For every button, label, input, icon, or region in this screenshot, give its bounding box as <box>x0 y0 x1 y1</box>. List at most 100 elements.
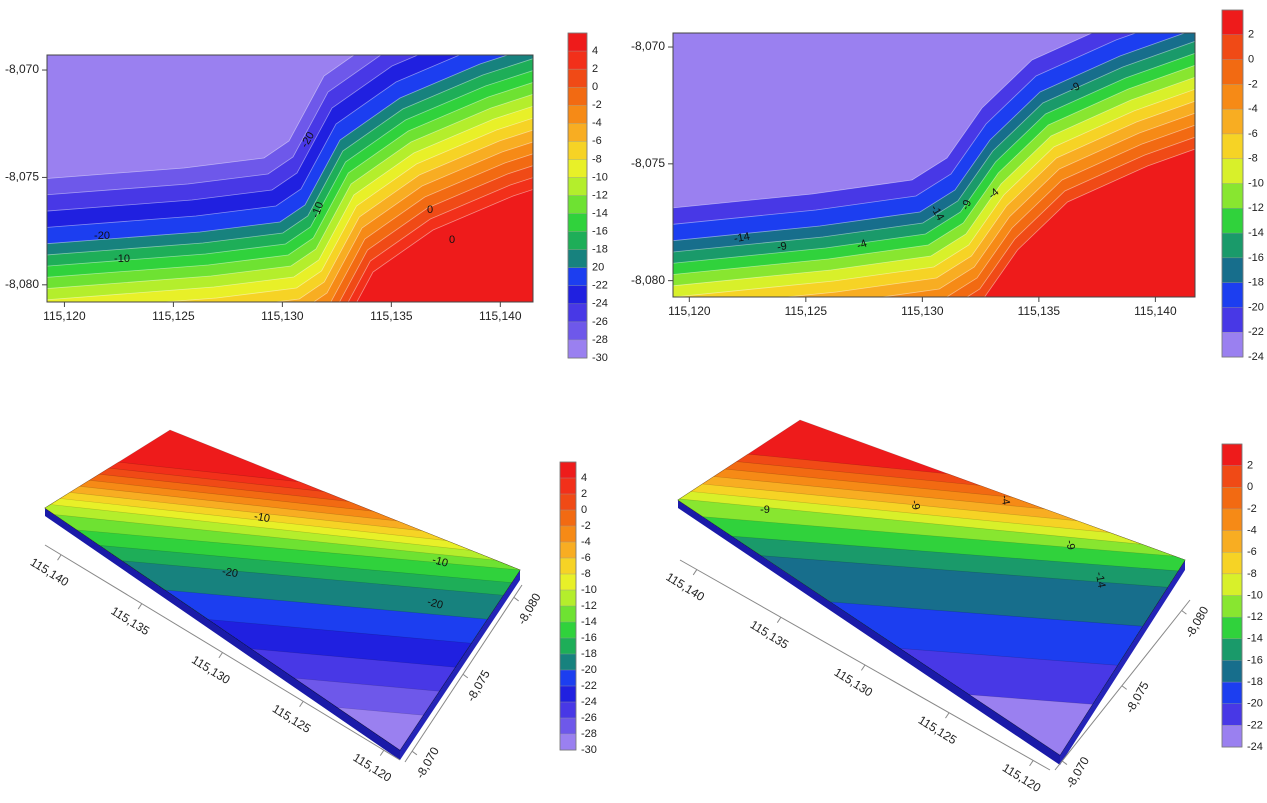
colorbar-box <box>568 87 587 105</box>
panel: 115,120115,125115,130115,135115,140-8,07… <box>28 430 597 785</box>
colorbar-box <box>560 542 576 558</box>
colorbar-box <box>1222 596 1242 618</box>
contour-label: -10 <box>114 253 130 265</box>
colorbar-label: -10 <box>581 584 597 596</box>
y-tick-label: -8,070 <box>1063 754 1092 791</box>
colorbar: 420-2-4-6-8-10-12-14-16-18-20-22-24-26-2… <box>560 462 597 756</box>
colorbar-label: -14 <box>1248 227 1264 239</box>
contour-label: 0 <box>427 204 433 216</box>
contour-label: 0 <box>449 234 455 246</box>
colorbar-box <box>1222 552 1242 574</box>
colorbar-label: -4 <box>581 536 591 548</box>
colorbar-label: -4 <box>1247 524 1257 536</box>
axis-tick <box>1030 760 1034 765</box>
colorbar-label: -18 <box>581 648 597 660</box>
y-tick-label: -8,080 <box>631 273 665 287</box>
colorbar-label: -14 <box>581 616 597 628</box>
colorbar-box <box>560 638 576 654</box>
colorbar-box <box>560 702 576 718</box>
colorbar-label: -12 <box>1248 202 1264 214</box>
colorbar-box <box>1222 531 1242 553</box>
axis-tick <box>693 570 697 575</box>
colorbar-box <box>1222 109 1243 134</box>
colorbar-label: -12 <box>581 600 597 612</box>
colorbar-label: -28 <box>581 728 597 740</box>
x-tick-label: 115,120 <box>43 309 86 323</box>
colorbar-box <box>1222 639 1242 661</box>
colorbar-label: 4 <box>581 472 587 484</box>
figure: 115,120115,125115,130115,135115,140-8,07… <box>0 0 1267 803</box>
colorbar-label: -30 <box>592 352 608 364</box>
colorbar-box <box>1222 134 1243 159</box>
colorbar-box <box>1222 35 1243 60</box>
colorbar-label: -30 <box>581 744 597 756</box>
y-tick-label: -8,075 <box>5 170 39 184</box>
colorbar-box <box>1222 84 1243 109</box>
colorbar-label: 2 <box>1248 29 1254 41</box>
colorbar-label: -18 <box>592 244 608 256</box>
y-tick-label: -8,070 <box>631 39 665 53</box>
colorbar-box <box>1222 574 1242 596</box>
x-tick-label: 115,135 <box>1018 304 1061 318</box>
colorbar-box <box>568 232 587 250</box>
colorbar-label: -8 <box>581 568 591 580</box>
x-tick-label: 115,135 <box>109 604 153 639</box>
axis-tick <box>463 674 468 678</box>
colorbar-box <box>560 462 576 478</box>
colorbar-box <box>568 51 587 69</box>
colorbar-label: -18 <box>1247 676 1263 688</box>
colorbar-label: 20 <box>592 262 604 274</box>
colorbar-box <box>568 159 587 177</box>
colorbar-label: -12 <box>592 189 608 201</box>
colorbar-box <box>568 196 587 214</box>
colorbar-box <box>1222 283 1243 308</box>
colorbar-label: -6 <box>1248 128 1258 140</box>
colorbar-box <box>560 622 576 638</box>
colorbar-label: -20 <box>581 664 597 676</box>
axis-tick <box>412 751 417 755</box>
colorbar-box <box>560 734 576 750</box>
axis-tick <box>1182 611 1187 615</box>
colorbar-label: -10 <box>1248 177 1264 189</box>
colorbar-label: -10 <box>1247 589 1263 601</box>
colorbar-label: -26 <box>592 316 608 328</box>
colorbar-label: 2 <box>581 488 587 500</box>
colorbar-label: -22 <box>592 280 608 292</box>
colorbar-label: -24 <box>581 696 597 708</box>
colorbar-box <box>1222 509 1242 531</box>
colorbar-label: -4 <box>592 117 602 129</box>
x-tick-label: 115,140 <box>1134 304 1177 318</box>
colorbar-box <box>1222 725 1242 747</box>
axis-tick <box>300 701 304 706</box>
colorbar: 20-2-4-6-8-10-12-14-16-18-20-22-24 <box>1222 10 1264 363</box>
y-tick-label: -8,075 <box>464 667 493 704</box>
contour-label: -9 <box>908 499 922 511</box>
colorbar-label: -2 <box>1247 503 1257 515</box>
axis-tick <box>380 750 384 755</box>
axis-tick <box>861 665 865 670</box>
colorbar-box <box>1222 307 1243 332</box>
colorbar-label: -14 <box>1247 633 1263 645</box>
surface-field <box>678 420 1185 755</box>
colorbar-box <box>560 590 576 606</box>
x-tick-label: 115,140 <box>28 555 72 590</box>
colorbar-label: -8 <box>592 153 602 165</box>
page: 115,120115,125115,130115,135115,140-8,07… <box>0 0 1267 803</box>
colorbar-box <box>568 268 587 286</box>
colorbar-label: 0 <box>1247 481 1253 493</box>
colorbar-box <box>1222 10 1243 35</box>
colorbar-label: -12 <box>1247 611 1263 623</box>
y-tick-label: -8,075 <box>631 156 665 170</box>
x-tick-label: 115,140 <box>479 309 522 323</box>
contour-label: -20 <box>94 230 110 242</box>
colorbar-box <box>1222 208 1243 233</box>
colorbar-box <box>560 526 576 542</box>
colorbar-label: -16 <box>581 632 597 644</box>
colorbar-box <box>560 606 576 622</box>
colorbar-box <box>560 686 576 702</box>
x-tick-label: 115,130 <box>261 309 304 323</box>
colorbar-box <box>560 654 576 670</box>
axis-tick <box>58 555 62 560</box>
colorbar-label: -18 <box>1248 277 1264 289</box>
axis-tick <box>514 597 519 601</box>
